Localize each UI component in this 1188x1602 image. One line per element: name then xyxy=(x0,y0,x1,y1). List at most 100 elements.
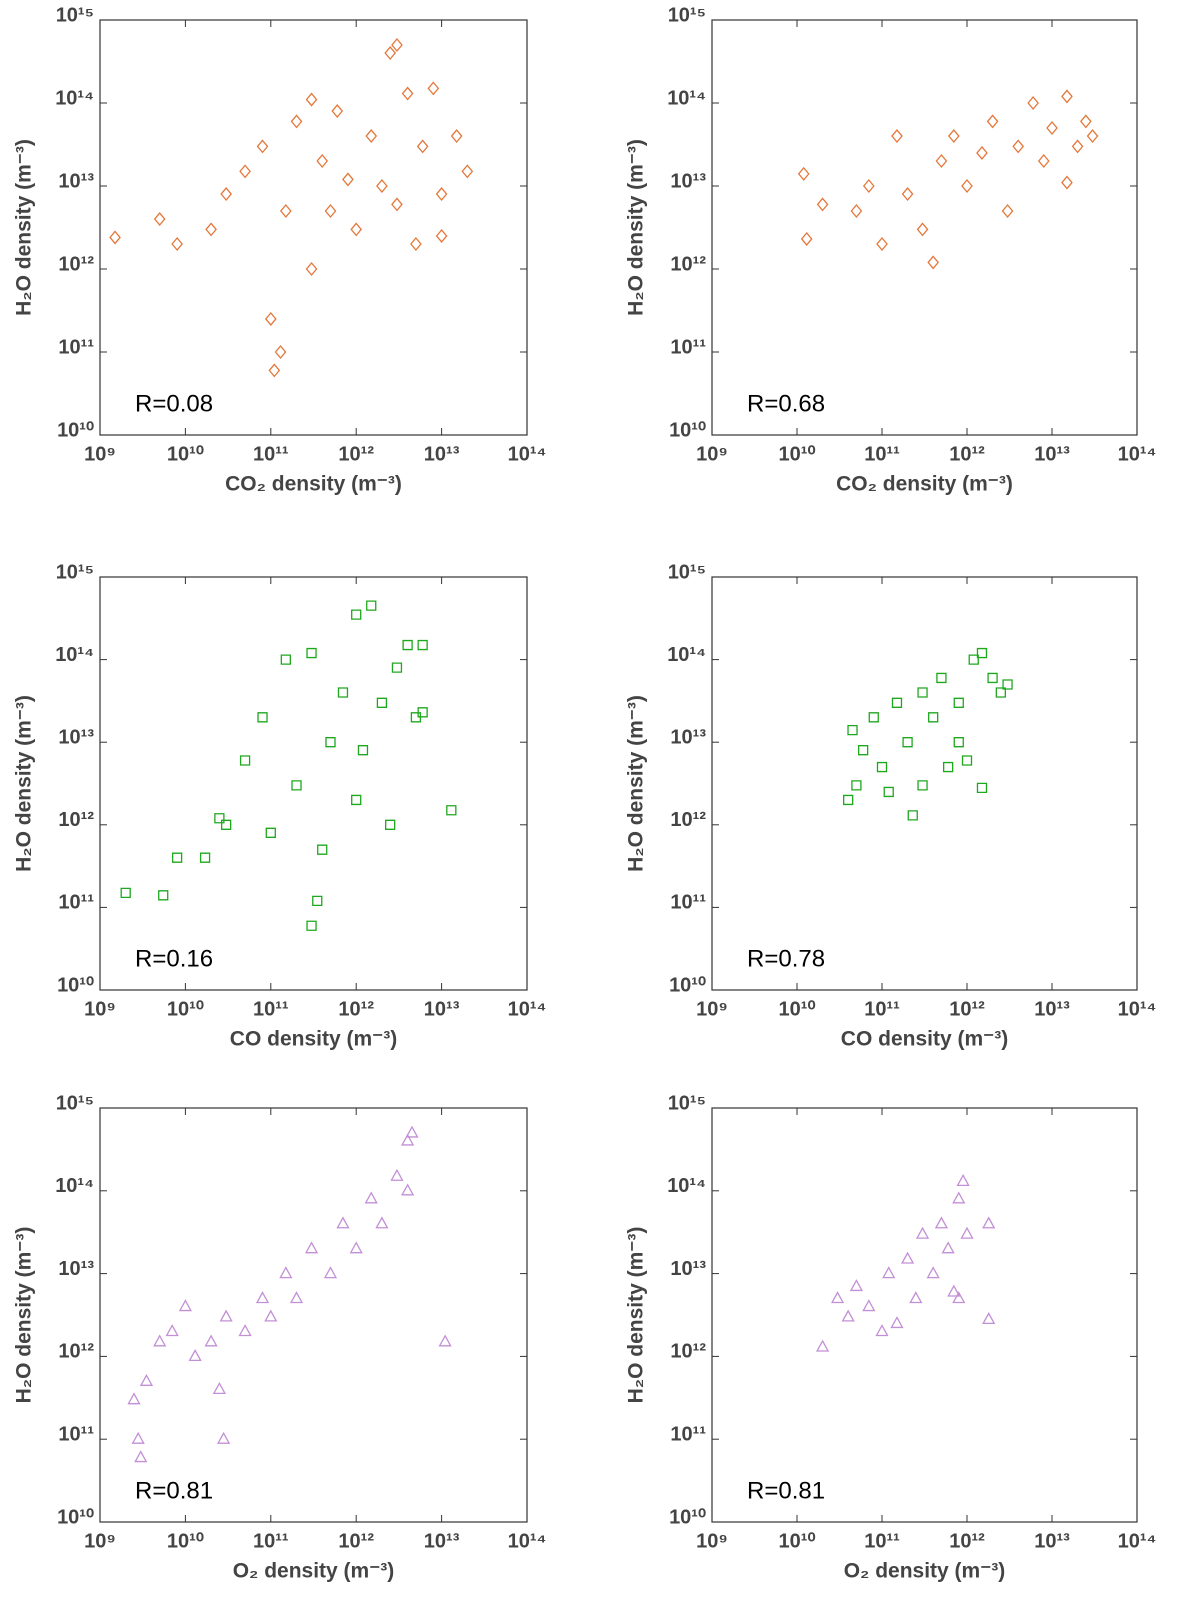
x-tick-label: 10⁹ xyxy=(84,443,116,465)
x-tick-label: 10¹² xyxy=(949,998,985,1020)
point xyxy=(976,145,988,160)
point xyxy=(947,129,960,144)
point xyxy=(153,1334,167,1347)
x-tick-label: 10¹⁰ xyxy=(167,443,204,465)
x-tick-label: 10¹² xyxy=(338,443,374,465)
y-tick-label: 10¹³ xyxy=(58,726,94,748)
point xyxy=(435,187,448,202)
point xyxy=(349,1241,363,1254)
point xyxy=(1061,89,1073,104)
point xyxy=(205,222,217,237)
point xyxy=(220,819,232,830)
point xyxy=(264,311,277,326)
point xyxy=(212,1382,226,1394)
point xyxy=(316,153,329,169)
y-tick-label: 10¹¹ xyxy=(670,892,706,914)
point xyxy=(1002,679,1013,690)
point xyxy=(366,600,377,611)
x-axis-label: CO₂ density (m⁻³) xyxy=(836,473,1013,496)
point xyxy=(324,203,337,219)
x-tick-label: 10¹¹ xyxy=(864,443,900,465)
point xyxy=(956,1174,970,1187)
point xyxy=(214,813,225,824)
point xyxy=(337,687,349,698)
x-tick-label: 10¹⁴ xyxy=(508,443,547,465)
point xyxy=(256,139,269,154)
point xyxy=(171,852,183,863)
point xyxy=(926,1266,940,1279)
point xyxy=(204,1334,218,1347)
point xyxy=(890,1316,904,1329)
x-axis-label: O₂ density (m⁻³) xyxy=(844,1560,1006,1583)
point xyxy=(376,178,388,194)
point xyxy=(219,1309,233,1322)
x-tick-label: 10¹⁴ xyxy=(1118,998,1157,1020)
point xyxy=(1027,95,1039,111)
y-tick-label: 10¹⁰ xyxy=(57,419,94,441)
point xyxy=(351,794,362,806)
x-tick-label: 10¹¹ xyxy=(864,998,900,1020)
point xyxy=(816,197,829,212)
x-tick-label: 10⁹ xyxy=(84,998,116,1020)
y-tick-label: 10¹² xyxy=(670,253,706,275)
point xyxy=(986,114,999,129)
point xyxy=(941,1241,955,1254)
point xyxy=(882,1266,896,1279)
point xyxy=(961,755,973,766)
point xyxy=(375,1216,389,1229)
x-tick-label: 10¹³ xyxy=(424,443,460,465)
point xyxy=(1079,114,1092,129)
point xyxy=(384,46,397,61)
point xyxy=(401,86,414,101)
point xyxy=(461,164,474,179)
point xyxy=(134,1450,148,1463)
point xyxy=(401,1183,415,1196)
point xyxy=(268,363,281,378)
point xyxy=(952,1291,966,1304)
annotation: R=0.08 xyxy=(135,390,213,417)
y-tick-label: 10¹³ xyxy=(670,170,706,192)
y-tick-label: 10¹¹ xyxy=(670,1423,706,1445)
point xyxy=(843,794,854,806)
annotation: R=0.81 xyxy=(747,1477,825,1504)
plot-frame xyxy=(99,1107,528,1523)
x-tick-label: 10¹⁰ xyxy=(779,1530,816,1552)
point xyxy=(876,236,888,252)
point xyxy=(306,920,317,931)
point xyxy=(274,344,287,360)
point xyxy=(401,1133,415,1146)
y-axis-label: H₂O density (m⁻³) xyxy=(13,1227,36,1404)
point xyxy=(417,707,428,718)
y-tick-label: 10¹⁴ xyxy=(667,1175,706,1197)
point xyxy=(953,737,964,748)
point xyxy=(391,662,403,673)
point xyxy=(435,228,448,243)
point xyxy=(280,654,291,665)
y-tick-label: 10¹⁴ xyxy=(55,87,94,109)
point xyxy=(410,712,422,723)
y-axis-label: H₂O density (m⁻³) xyxy=(625,139,648,316)
point xyxy=(306,647,317,659)
point xyxy=(1046,120,1058,136)
point xyxy=(405,1125,419,1138)
point xyxy=(936,672,947,684)
x-tick-label: 10¹³ xyxy=(1034,443,1070,465)
y-tick-label: 10¹⁴ xyxy=(667,644,706,666)
point xyxy=(1037,153,1050,169)
point xyxy=(323,1266,338,1279)
point xyxy=(153,212,166,227)
point xyxy=(171,236,183,252)
x-tick-label: 10¹⁴ xyxy=(1118,443,1157,465)
point xyxy=(417,639,428,651)
point xyxy=(290,114,303,129)
point xyxy=(907,810,918,821)
point xyxy=(830,1291,845,1304)
point xyxy=(961,178,973,194)
point xyxy=(968,654,979,665)
x-tick-label: 10¹¹ xyxy=(253,443,289,465)
point xyxy=(305,92,318,107)
point xyxy=(291,780,302,791)
x-tick-label: 10⁹ xyxy=(696,443,728,465)
point xyxy=(416,139,429,154)
point xyxy=(239,755,251,766)
